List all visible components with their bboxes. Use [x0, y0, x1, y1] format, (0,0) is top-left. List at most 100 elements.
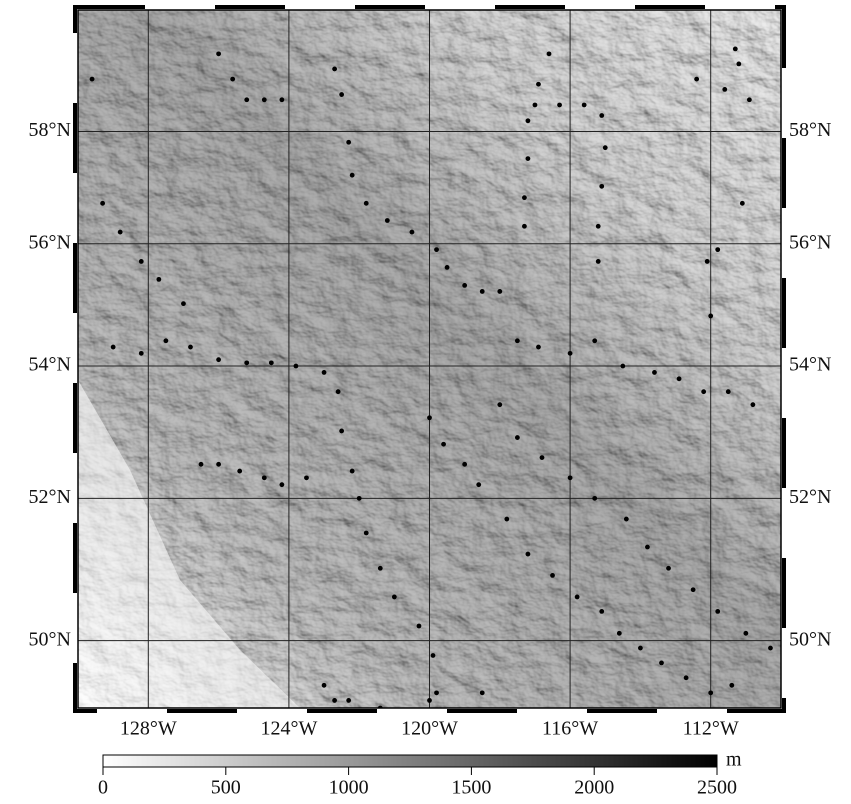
station-point: [188, 344, 193, 350]
station-point: [536, 81, 541, 87]
station-point: [479, 289, 485, 294]
station-point: [652, 370, 657, 375]
colorbar-unit: m: [726, 749, 742, 771]
station-point: [332, 66, 337, 72]
station-point: [377, 565, 383, 571]
station-point: [409, 229, 415, 235]
x-tick-label: 124°W: [260, 718, 317, 740]
station-point: [666, 565, 671, 571]
colorbar-tick-label: 1500: [451, 777, 491, 799]
station-point: [645, 544, 650, 550]
station-point: [268, 360, 274, 366]
station-point: [346, 698, 352, 703]
station-point: [732, 46, 738, 52]
station-point: [261, 97, 267, 103]
station-point: [746, 97, 752, 103]
station-point: [736, 61, 742, 67]
station-point: [704, 259, 710, 264]
y-tick-label-right: 52°N: [789, 486, 831, 508]
station-point: [715, 247, 721, 253]
station-point: [715, 609, 721, 614]
y-tick-label: 54°N: [29, 354, 71, 376]
station-point: [599, 113, 605, 118]
station-point: [525, 156, 531, 162]
station-point: [525, 118, 531, 124]
colorbar-tick-label: 500: [211, 777, 241, 799]
station-point: [479, 690, 485, 696]
station-point: [694, 76, 700, 82]
station-point: [574, 594, 580, 600]
station-point: [244, 360, 250, 366]
station-point: [100, 200, 106, 206]
station-point: [546, 51, 552, 57]
station-point: [514, 338, 520, 344]
station-point: [237, 468, 243, 474]
station-point: [384, 218, 390, 223]
station-point: [504, 516, 510, 522]
station-point: [462, 461, 468, 467]
x-tick-label: 128°W: [120, 718, 177, 740]
station-point: [690, 587, 696, 593]
station-point: [434, 690, 439, 696]
station-point: [743, 630, 749, 636]
station-point: [216, 357, 222, 363]
station-point: [216, 461, 222, 467]
station-point: [349, 172, 355, 178]
lowland: [78, 380, 300, 708]
station-point: [592, 495, 598, 501]
y-tick-label: 50°N: [29, 628, 71, 650]
station-point: [602, 145, 608, 151]
station-point: [462, 283, 468, 288]
station-point: [514, 435, 520, 440]
colorbar-tick-label: 1000: [329, 777, 369, 799]
station-point: [683, 675, 689, 681]
colorbar-tick-label: 2500: [697, 777, 737, 799]
station-point: [581, 102, 587, 108]
x-tick-label: 116°W: [542, 718, 598, 740]
station-point: [349, 468, 355, 474]
colorbar: m 0 500 1000 1500 2000 2500: [98, 749, 742, 799]
station-point: [339, 92, 345, 97]
station-point: [230, 76, 236, 82]
colorbar-tick-label: 0: [98, 777, 108, 799]
station-point: [279, 482, 285, 488]
station-point: [557, 102, 562, 108]
station-point: [722, 86, 728, 92]
station-point: [293, 363, 299, 369]
station-point: [444, 265, 450, 270]
station-point: [599, 183, 605, 189]
station-point: [335, 389, 341, 395]
station-point: [676, 376, 682, 382]
station-point: [532, 102, 538, 108]
station-point: [595, 259, 601, 264]
station-point: [216, 51, 222, 57]
station-point: [416, 623, 422, 629]
station-point: [89, 76, 95, 82]
axis-labels: 128°W 124°W 120°W 116°W 112°W 50°N 50°N 52°N 52°…: [29, 119, 832, 740]
y-tick-label-right: 56°N: [789, 231, 831, 253]
station-point: [363, 530, 369, 536]
station-point: [434, 247, 439, 253]
station-point: [427, 698, 432, 703]
station-point: [138, 259, 144, 264]
station-point: [163, 338, 169, 344]
station-point: [550, 572, 555, 578]
station-point: [181, 301, 186, 307]
station-point: [261, 475, 267, 481]
station-point: [616, 630, 622, 636]
station-point: [497, 402, 503, 408]
graticule: [78, 10, 781, 708]
station-point: [623, 516, 629, 522]
colorbar-ramp: [102, 754, 718, 768]
station-point: [729, 682, 735, 688]
station-point: [708, 690, 714, 696]
station-point: [567, 350, 573, 356]
station-point: [138, 350, 144, 356]
station-point: [244, 97, 250, 103]
station-point: [701, 389, 707, 395]
station-point: [595, 223, 601, 229]
station-point: [708, 313, 714, 319]
station-point: [156, 276, 162, 282]
x-tick-label: 112°W: [683, 718, 739, 740]
station-point: [659, 660, 664, 666]
